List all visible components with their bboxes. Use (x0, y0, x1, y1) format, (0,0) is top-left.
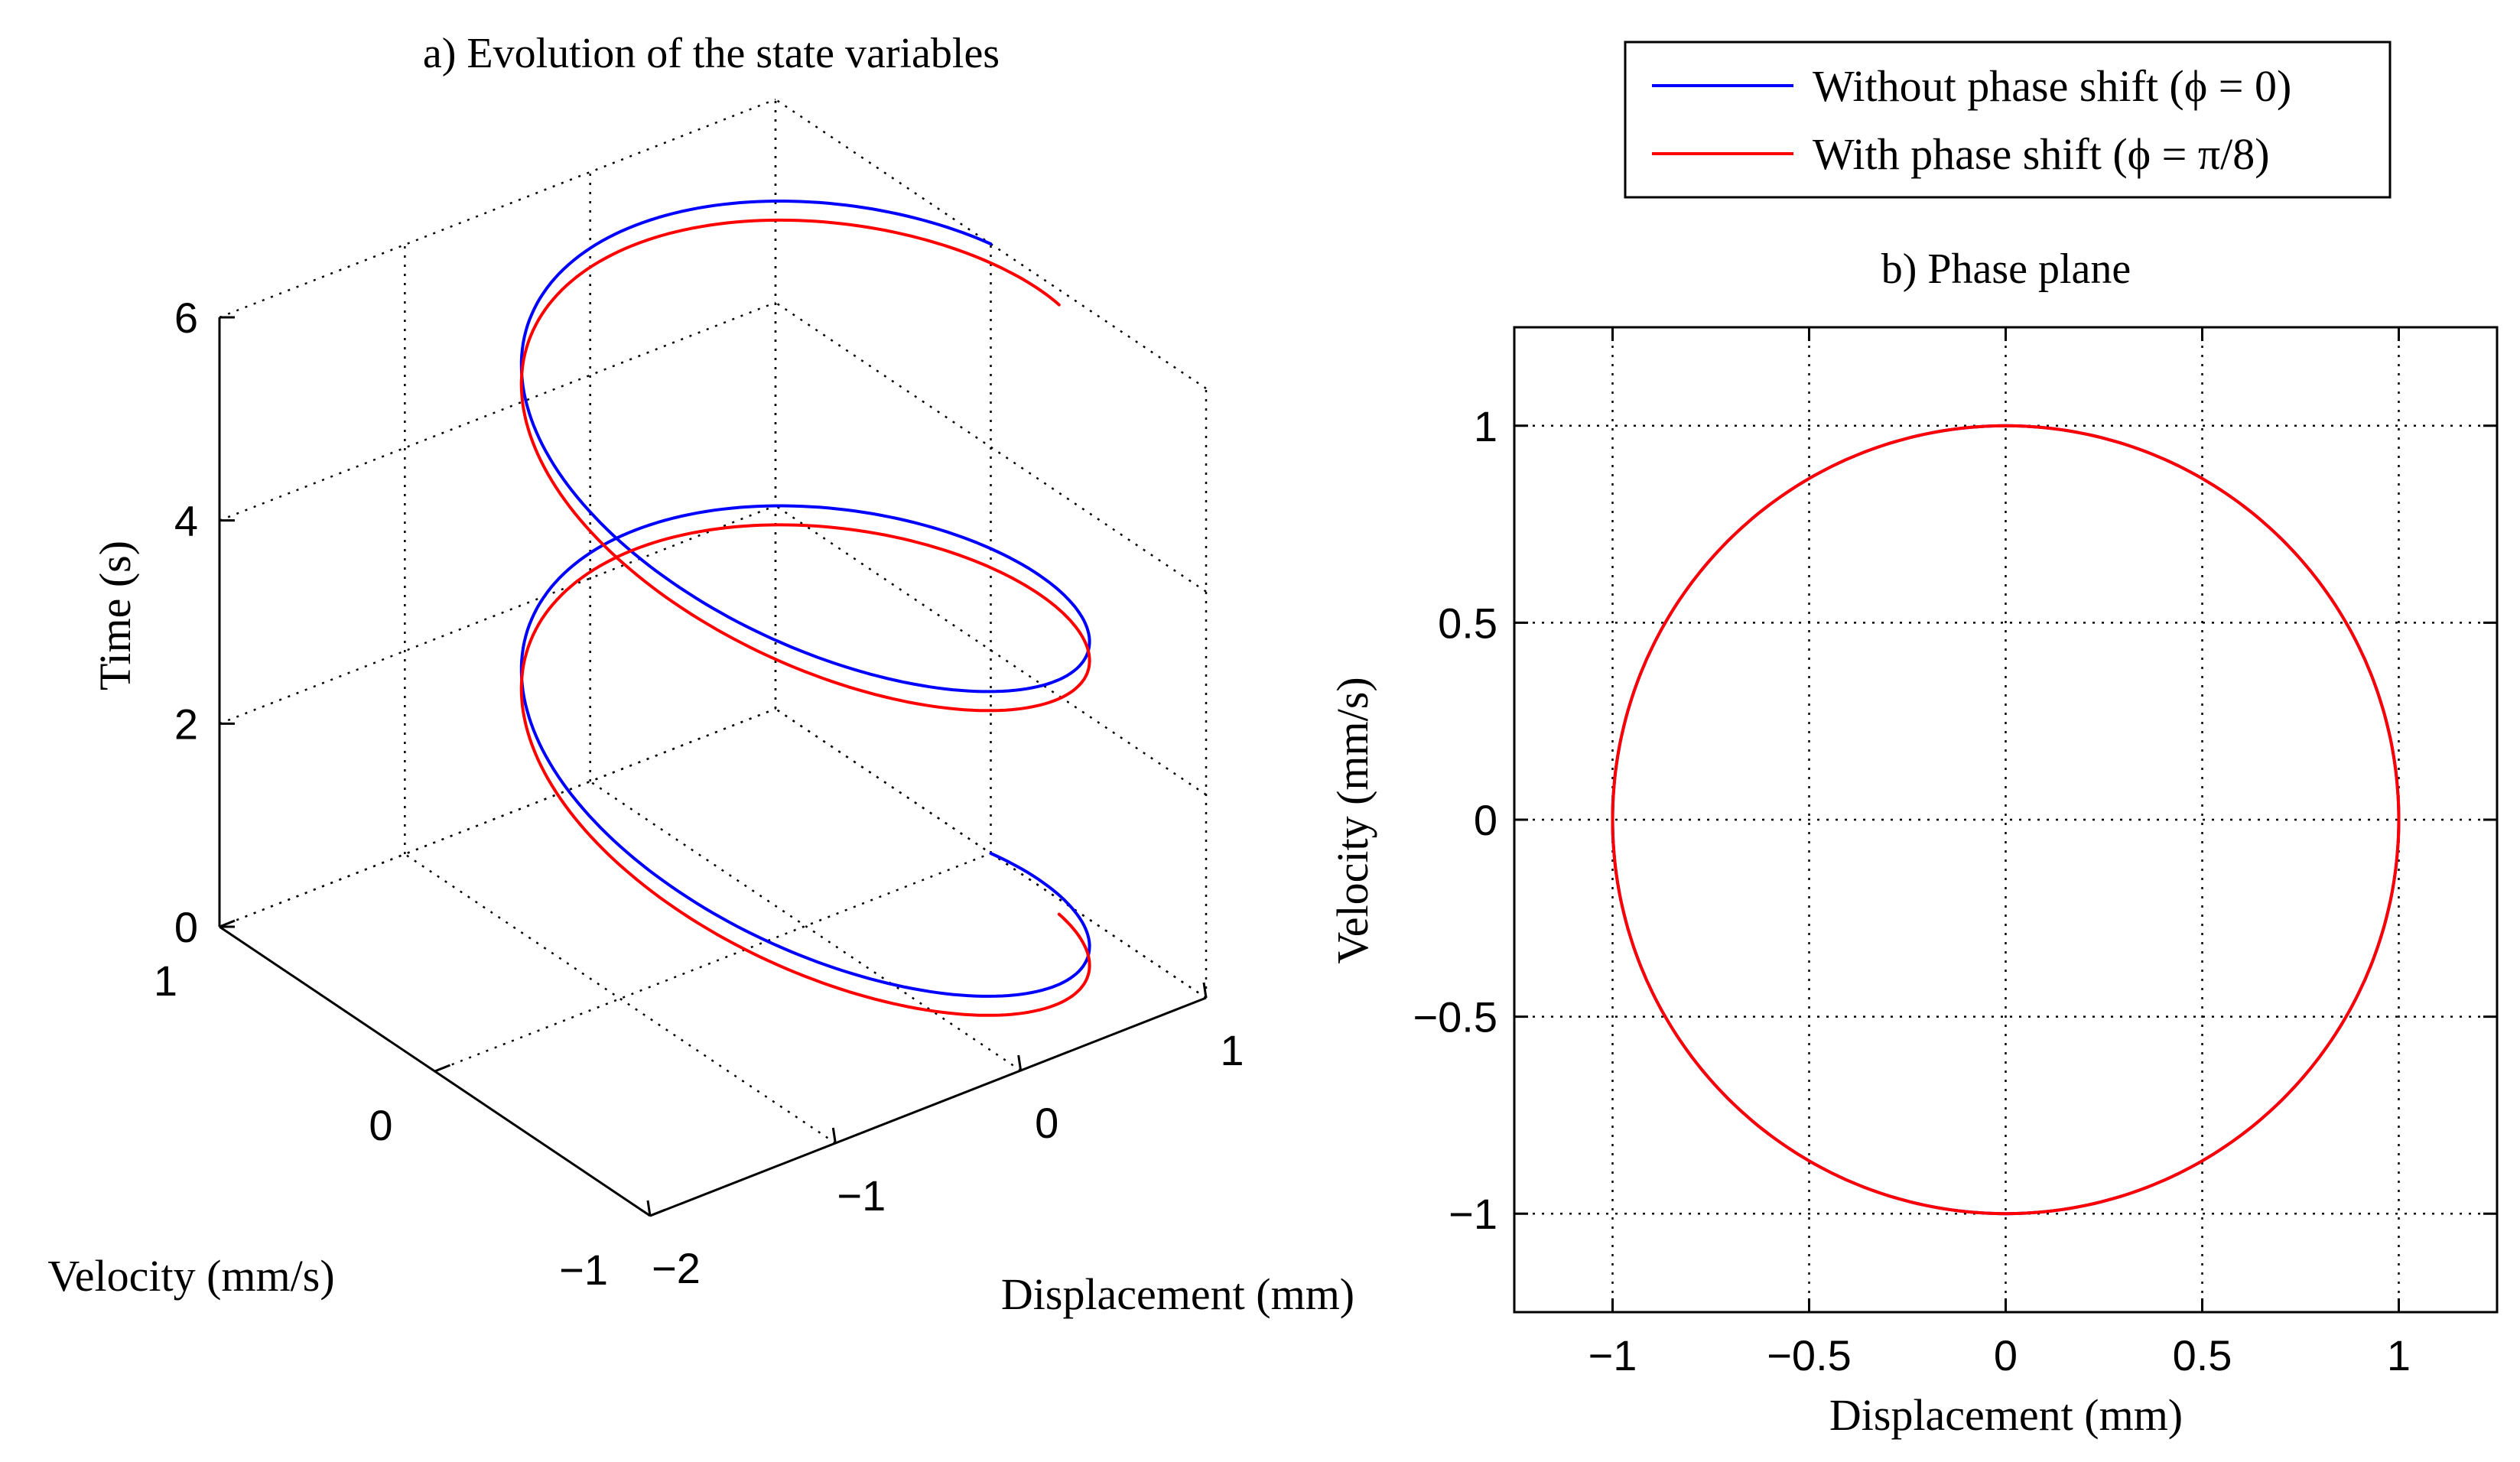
x-tick-label: 1 (1220, 1026, 1244, 1074)
z-tick-label: 2 (174, 700, 198, 748)
panel-b-x-tick-label: 0 (1994, 1331, 2018, 1379)
panel-b-xlabel: Displacement (mm) (1829, 1390, 2183, 1440)
x-tick-mark (831, 1127, 837, 1144)
x-tick-label: −2 (652, 1244, 701, 1292)
panel-b-title: b) Phase plane (1881, 245, 2131, 293)
panel-a-title: a) Evolution of the state variables (423, 30, 1000, 77)
back-wall-gridline-z (219, 301, 776, 521)
panel-b-y-tick-label: −1 (1449, 1190, 1497, 1238)
x-tick-mark (1017, 1054, 1023, 1071)
back-wall-gridline-z (219, 505, 776, 725)
z-tick-label: 0 (174, 903, 198, 951)
panel-b-x-tick-label: 0.5 (2173, 1331, 2232, 1379)
panel-b-grid (1514, 327, 2497, 1312)
panel-b-phase-plane: b) Phase plane −1 −1 −0.5 −0.5 0 0 0.5 0.5 1 1 Di… (1328, 245, 2499, 1440)
side-wall-gridline-z (775, 301, 1207, 593)
legend: Without phase shift (ϕ = 0) With phase s… (1624, 41, 2392, 199)
panel-a-curves (519, 200, 1091, 1017)
panel-a-tick-labels: −2 −1 0 1 −1 0 1 0 2 4 6 (154, 294, 1244, 1294)
floor-gridline-y (434, 852, 991, 1073)
phase-circle-with-phase-shift (1611, 424, 2401, 1216)
legend-label-with: With phase shift (ϕ = π/8) (1813, 129, 2270, 179)
panel-b-x-tick-label: −0.5 (1767, 1331, 1852, 1379)
x-tick-label: −1 (837, 1171, 886, 1220)
panel-b-x-tick-label: −1 (1588, 1331, 1637, 1379)
legend-box (1624, 41, 2392, 199)
panel-b-y-tick-label: 0.5 (1438, 599, 1497, 647)
panel-a-xlabel: Displacement (mm) (1001, 1269, 1354, 1319)
panel-b-y-tick-label: 1 (1474, 402, 1497, 450)
helix-without-phase-shift (519, 200, 1091, 998)
panel-b-y-tick-label: −0.5 (1413, 993, 1497, 1041)
x-tick-mark (1202, 982, 1208, 999)
panel-a-grid (218, 98, 1208, 1217)
floor-gridline-y (219, 707, 776, 928)
panel-b-curves (1611, 424, 2401, 1216)
side-wall-gridline-z (775, 98, 1207, 390)
x-tick-label: 0 (1035, 1099, 1058, 1147)
panel-a-ylabel: Velocity (mm/s) (47, 1251, 334, 1301)
phase-circle-without-phase-shift (1611, 424, 2401, 1216)
side-wall-gridline-z (775, 707, 1207, 999)
helix-with-phase-shift (519, 218, 1091, 1017)
side-wall-gridline-z (775, 505, 1207, 796)
floor-gridline-x (404, 853, 837, 1145)
panel-b-y-tick-label: 0 (1474, 796, 1497, 844)
floor-gridline-x (589, 780, 1022, 1072)
z-tick-label: 6 (174, 294, 198, 342)
panel-b-ticks: −1 −1 −0.5 −0.5 0 0 0.5 0.5 1 1 (1413, 327, 2497, 1379)
back-wall-gridline-z (219, 707, 776, 928)
panel-b-x-tick-label: 1 (2387, 1331, 2411, 1379)
y-tick-label: −1 (559, 1246, 608, 1294)
y-tick-label: 1 (154, 957, 177, 1005)
panel-b-ylabel: Velocity (mm/s) (1328, 677, 1377, 963)
panel-a-zlabel: Time (s) (90, 541, 140, 690)
y-tick-mark (434, 1064, 451, 1073)
y-tick-mark (649, 1208, 666, 1217)
panel-a-axes (218, 316, 1208, 1217)
z-tick-label: 4 (174, 497, 198, 545)
x-tick-mark (646, 1200, 652, 1217)
back-wall-gridline-z (219, 98, 776, 319)
panel-a-3d-plot: a) Evolution of the state variables −2 −1… (47, 30, 1354, 1319)
legend-label-without: Without phase shift (ϕ = 0) (1813, 61, 2291, 111)
x-axis-line (649, 996, 1207, 1217)
y-tick-label: 0 (369, 1101, 392, 1149)
